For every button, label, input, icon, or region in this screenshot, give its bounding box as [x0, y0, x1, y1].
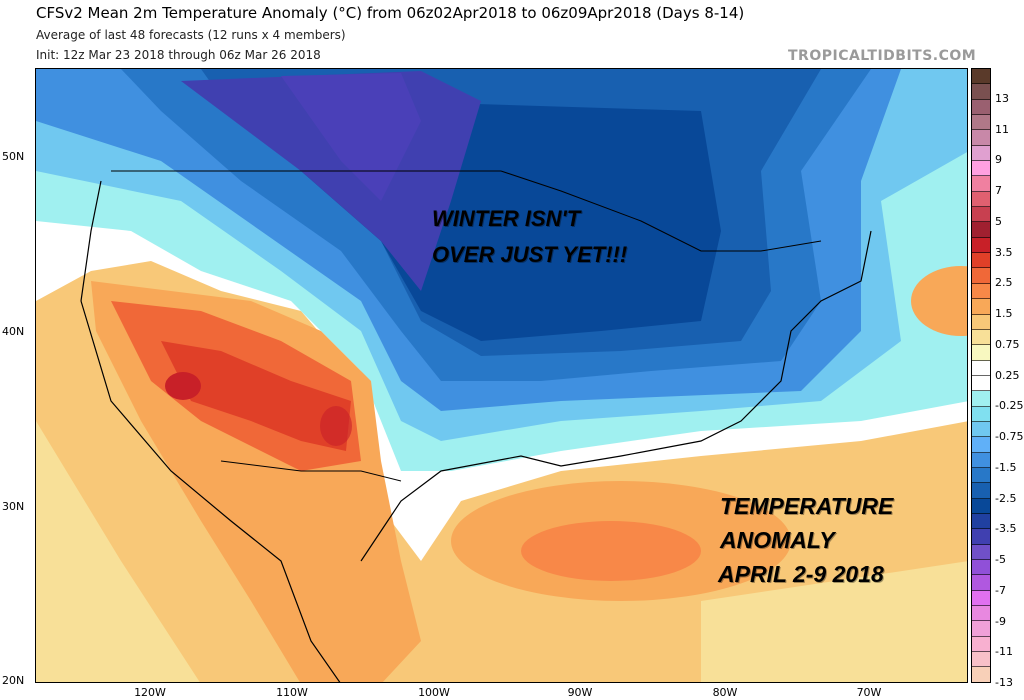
lat-label-30n: 30N [2, 500, 25, 513]
colorbar-bin [972, 621, 990, 637]
colorbar-label: 9 [995, 153, 1002, 167]
colorbar-label: -1.5 [995, 460, 1017, 474]
colorbar-label: 13 [995, 91, 1009, 105]
colorbar-bin [972, 130, 990, 146]
colorbar-bin [972, 406, 990, 422]
colorbar-label: -9 [995, 614, 1006, 628]
colorbar-bin [972, 283, 990, 300]
colorbar-label: 11 [995, 122, 1009, 136]
colorbar-bin [972, 191, 990, 208]
colorbar-bin [972, 498, 990, 514]
colorbar-bin [972, 483, 990, 499]
colorbar-bin [972, 636, 990, 653]
colorbar-bin [972, 452, 990, 468]
colorbar-bin [972, 222, 990, 238]
lat-label-20n: 20N [2, 674, 25, 687]
colorbar-bin [972, 84, 990, 100]
colorbar-bin [972, 421, 990, 438]
colorbar-bin [972, 437, 990, 453]
colorbar-bin [972, 268, 990, 284]
colorbar [971, 68, 991, 683]
colorbar-bin [972, 253, 990, 269]
colorbar-label: 7 [995, 184, 1002, 197]
colorbar-label: -7 [995, 583, 1006, 597]
colorbar-bin [972, 99, 990, 116]
lon-label-80w: 80W [712, 686, 738, 699]
colorbar-bin [972, 360, 990, 376]
colorbar-bin [972, 299, 990, 315]
anomaly-field [36, 69, 967, 682]
colorbar-bin [972, 345, 990, 361]
colorbar-bin [972, 329, 990, 346]
winter-annotation-line1: WINTER ISN'T [432, 206, 581, 231]
colorbar-label: -0.25 [995, 399, 1024, 413]
colorbar-label: 3.5 [995, 245, 1013, 259]
colorbar-bin [972, 575, 990, 591]
colorbar-bin [972, 314, 990, 330]
colorbar-bin [972, 590, 990, 607]
colorbar-label: -3.5 [995, 522, 1017, 536]
colorbar-label: -11 [995, 645, 1013, 659]
map-title: CFSv2 Mean 2m Temperature Anomaly (°C) f… [36, 4, 745, 22]
lon-label-90w: 90W [567, 686, 593, 699]
colorbar-label: -5 [995, 553, 1006, 566]
colorbar-bin [972, 176, 990, 192]
colorbar-bin [972, 544, 990, 560]
winter-annotation-line2: OVER JUST YET!!! [432, 242, 628, 267]
anomaly-map [35, 68, 968, 683]
colorbar-label: -13 [995, 676, 1013, 689]
colorbar-bin [972, 69, 990, 85]
colorbar-bin [972, 513, 990, 530]
map-subtitle: Average of last 48 forecasts (12 runs x … [36, 28, 346, 42]
colorbar-label: 2.5 [995, 276, 1013, 290]
colorbar-bin [972, 145, 990, 162]
colorbar-bin [972, 207, 990, 223]
lon-label-120w: 120W [134, 686, 166, 699]
lon-label-100w: 100W [418, 686, 450, 699]
lat-label-40n: 40N [2, 325, 25, 338]
lon-label-70w: 70W [856, 686, 882, 699]
anomaly-annotation-line3: APRIL 2-9 2018 [718, 561, 884, 587]
lon-label-110w: 110W [276, 686, 308, 699]
colorbar-bin [972, 667, 990, 682]
colorbar-bin [972, 237, 990, 254]
colorbar-bin [972, 115, 990, 131]
watermark: TROPICALTIDBITS.COM [788, 48, 977, 64]
colorbar-bin [972, 161, 990, 177]
colorbar-bin [972, 391, 990, 407]
colorbar-label: -2.5 [995, 491, 1017, 505]
colorbar-label: 0.25 [995, 368, 1020, 382]
colorbar-bin [972, 467, 990, 484]
colorbar-bin [972, 375, 990, 392]
colorbar-bin [972, 606, 990, 622]
colorbar-label: 5 [995, 214, 1002, 228]
colorbar-label: 1.5 [995, 307, 1013, 320]
anomaly-annotation-line1: TEMPERATURE [720, 493, 894, 519]
colorbar-label: 0.75 [995, 337, 1020, 351]
colorbar-label: -0.75 [995, 430, 1024, 443]
init-time: Init: 12z Mar 23 2018 through 06z Mar 26… [36, 48, 321, 62]
lat-label-50n: 50N [2, 150, 25, 163]
anomaly-annotation-line2: ANOMALY [720, 527, 835, 553]
colorbar-bin [972, 652, 990, 668]
colorbar-bin [972, 560, 990, 576]
colorbar-bin [972, 529, 990, 545]
